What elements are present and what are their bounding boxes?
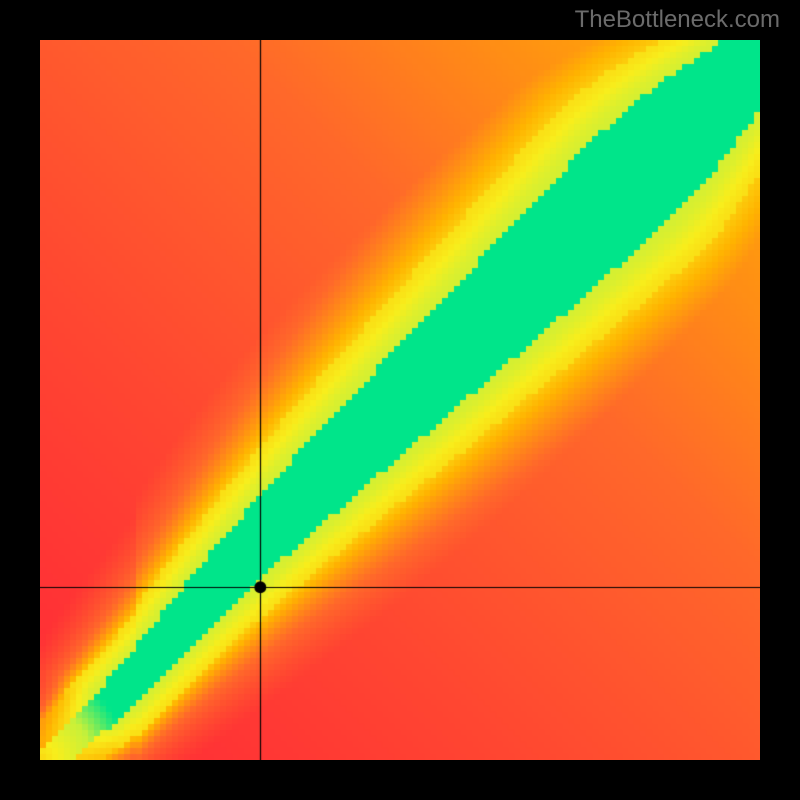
chart-container: { "watermark": { "text": "TheBottleneck.… (0, 0, 800, 800)
crosshair-overlay (40, 40, 760, 760)
watermark-text: TheBottleneck.com (575, 6, 780, 34)
